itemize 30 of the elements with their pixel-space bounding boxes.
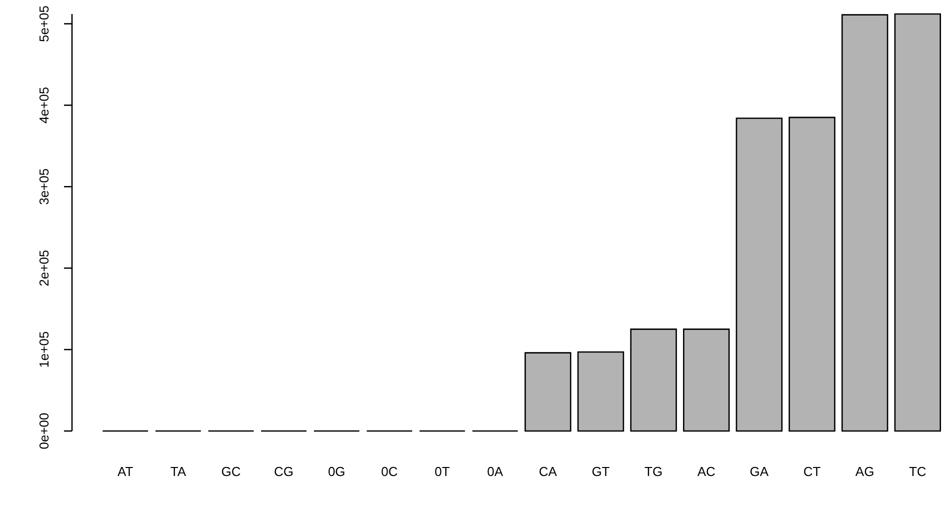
bar	[577, 351, 624, 432]
bar	[736, 118, 783, 432]
y-tick-label: 4e+05	[36, 86, 52, 124]
x-tick-label: TC	[908, 464, 926, 479]
x-tick-label: 0C	[381, 464, 398, 479]
x-tick-label: 0T	[434, 464, 450, 479]
y-tick-label: 0e+00	[36, 412, 52, 450]
bar	[788, 116, 836, 432]
y-tick-label: 5e+05	[36, 6, 52, 42]
bar	[841, 14, 888, 432]
x-tick-label: AG	[855, 464, 874, 479]
bar	[630, 328, 677, 432]
x-tick-label: CA	[538, 464, 558, 479]
x-tick-label: GT	[592, 464, 610, 479]
y-tick-label: 2e+05	[36, 250, 52, 286]
x-tick-label: 0A	[487, 464, 504, 479]
y-tick-label: 1e+05	[36, 331, 52, 368]
x-tick-label: TA	[170, 464, 186, 479]
x-tick-label: GC	[221, 464, 241, 479]
x-tick-label: AT	[118, 464, 134, 479]
x-tick-label: AC	[697, 464, 716, 479]
bar	[683, 328, 730, 432]
x-tick-label: TG	[644, 464, 663, 479]
bar	[894, 13, 942, 432]
y-tick-label: 3e+05	[36, 168, 52, 205]
x-tick-label: GA	[750, 464, 769, 479]
x-tick-label: 0G	[328, 464, 346, 479]
bar	[524, 352, 572, 432]
x-tick-label: CT	[803, 464, 821, 479]
x-tick-label: CG	[274, 464, 294, 479]
